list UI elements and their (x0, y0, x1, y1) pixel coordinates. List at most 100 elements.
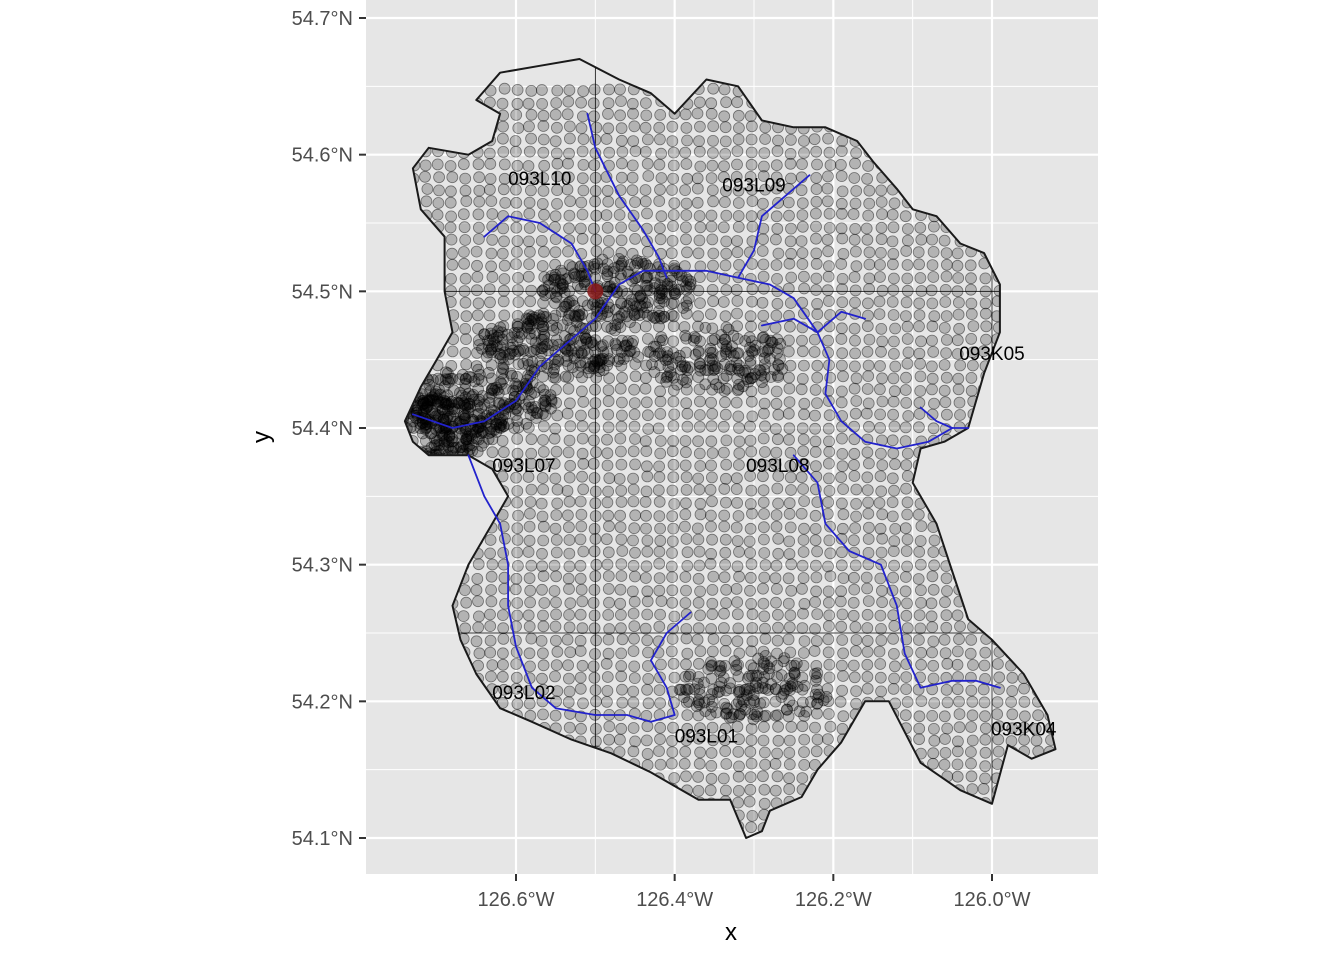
sample-point (967, 359, 979, 372)
sample-point (900, 609, 913, 622)
sample-point (537, 120, 550, 132)
sample-point (707, 570, 720, 583)
sample-point (744, 434, 757, 447)
sample-point (730, 664, 743, 676)
sample-point (705, 659, 718, 672)
sample-point (848, 271, 861, 284)
sample-point (771, 333, 784, 346)
sample-point (470, 584, 483, 596)
sample-point (848, 571, 860, 584)
sample-point (887, 221, 900, 234)
sample-point (928, 534, 941, 547)
sample-point (810, 207, 822, 220)
map-sheet-label: 093L10 (508, 169, 571, 190)
sample-point (472, 208, 485, 221)
sample-point (530, 412, 543, 424)
sample-point (836, 359, 848, 372)
sample-point (964, 647, 977, 660)
sample-point (627, 645, 640, 657)
sample-point (861, 471, 874, 484)
sample-point (574, 572, 587, 585)
sample-point (459, 322, 472, 335)
sample-point (849, 222, 862, 235)
sample-point (745, 821, 757, 834)
sample-point (913, 546, 926, 558)
sample-point (602, 485, 614, 498)
sample-point (757, 258, 770, 271)
sample-point (497, 633, 510, 645)
sample-point (511, 534, 524, 546)
sample-point (654, 395, 667, 408)
sample-point (797, 572, 810, 584)
sample-point (483, 147, 496, 160)
sample-point (679, 459, 692, 472)
sample-point (759, 420, 771, 433)
sample-point (653, 745, 665, 757)
sample-point (901, 470, 914, 482)
sample-point (718, 446, 730, 459)
sample-point (525, 483, 538, 496)
sample-point (563, 495, 576, 508)
sample-point (627, 685, 640, 698)
sample-point (589, 485, 602, 498)
sample-point (536, 407, 549, 420)
sample-point (522, 471, 535, 483)
sample-point (654, 697, 666, 709)
sample-point (602, 335, 614, 348)
sample-point (913, 309, 926, 322)
sample-point (797, 457, 810, 470)
sample-point (615, 722, 628, 735)
sample-point (658, 275, 671, 288)
sample-point (655, 595, 668, 607)
sample-point (483, 396, 496, 409)
sample-point (718, 482, 731, 495)
sample-point (863, 457, 875, 470)
sample-point (775, 691, 788, 703)
sample-point (745, 395, 758, 408)
sample-point (476, 390, 489, 402)
sample-point (615, 647, 628, 660)
sample-point (733, 122, 745, 134)
sample-point (810, 171, 823, 184)
sample-point (498, 158, 511, 171)
sample-point (654, 133, 666, 146)
sample-point (486, 271, 499, 283)
sample-point (785, 484, 797, 496)
sample-point (863, 333, 876, 346)
sample-point (745, 659, 757, 672)
sample-point (849, 559, 862, 572)
sample-point (562, 509, 574, 522)
sample-point (837, 670, 849, 682)
sample-point (616, 157, 628, 170)
sample-point (486, 220, 499, 233)
sample-point (498, 532, 511, 545)
sample-point (744, 420, 756, 433)
sample-point (653, 297, 666, 310)
sample-point (771, 709, 784, 721)
sample-point (550, 97, 563, 109)
sample-point (759, 746, 771, 759)
sample-point (588, 584, 601, 596)
sample-point (951, 348, 964, 360)
sample-point (913, 347, 926, 360)
sample-point (694, 508, 707, 521)
map-sheet-label: 093L07 (492, 456, 555, 477)
sample-point (746, 120, 758, 133)
sample-point (742, 350, 755, 363)
sample-point (563, 222, 575, 235)
sample-point (484, 646, 497, 659)
sample-point (707, 147, 719, 159)
sample-point (693, 96, 706, 109)
sample-point (550, 291, 563, 304)
sample-point (357, 413, 368, 424)
sample-point (562, 157, 574, 170)
sample-point (523, 647, 536, 660)
sample-point (627, 297, 640, 310)
sample-point (523, 120, 535, 133)
sample-point (614, 597, 627, 610)
sample-point (511, 432, 524, 445)
map-sheet-label: 093L02 (492, 683, 555, 704)
sample-point (603, 623, 616, 635)
sample-point (498, 172, 511, 185)
sample-point (588, 421, 601, 434)
